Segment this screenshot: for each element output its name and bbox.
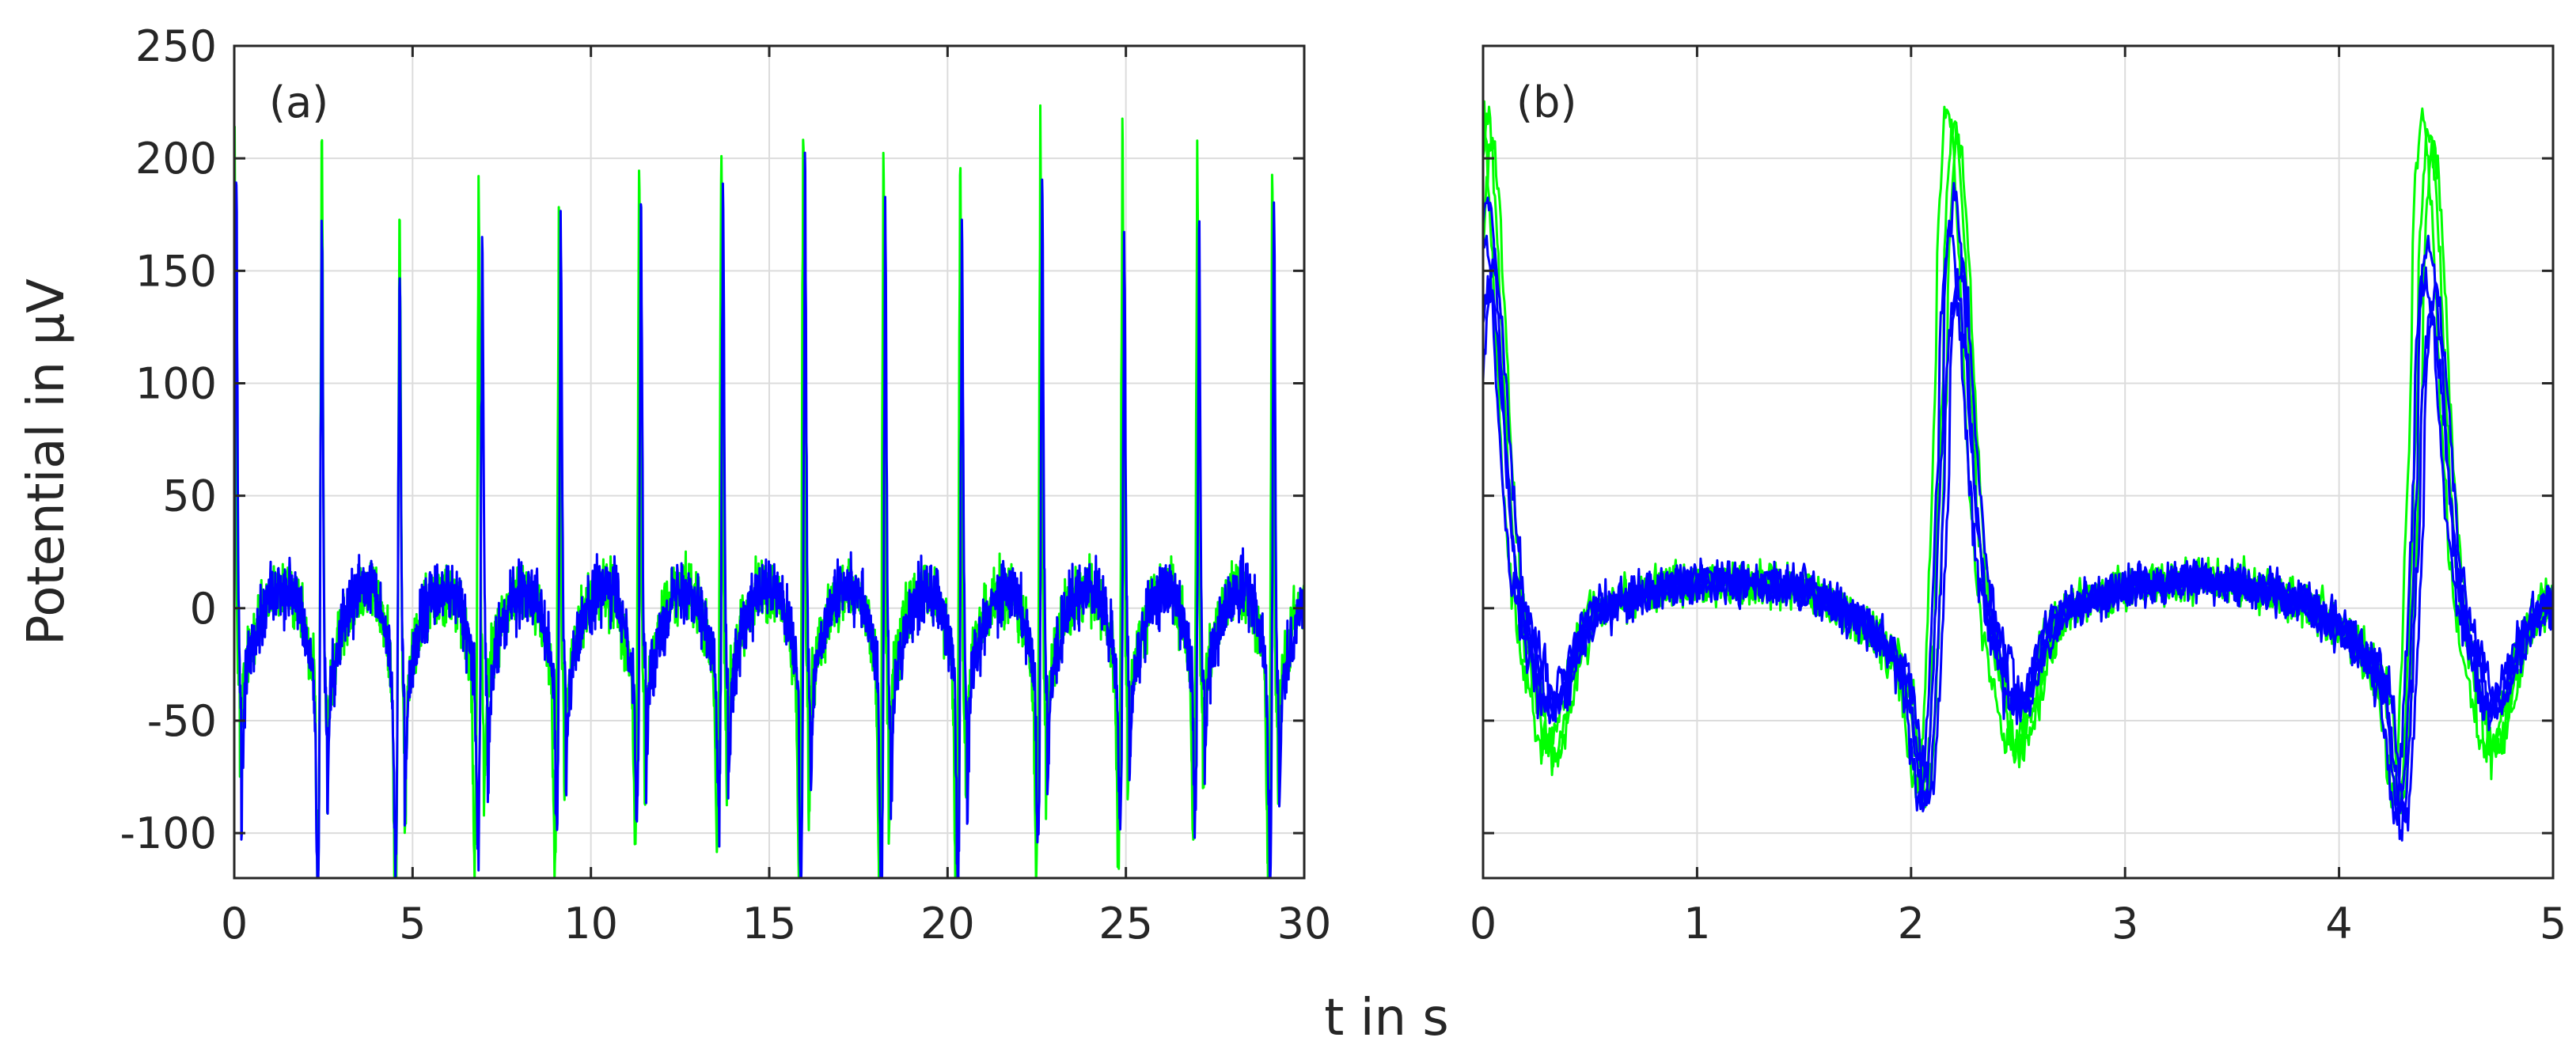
panel-b-label: (b) — [1516, 78, 1576, 127]
x-tick-label: 1 — [1683, 899, 1710, 949]
panel-a-ticks: 0 5 10 15 20 25 30 -100 -50 0 50 100 150 200 250 — [120, 21, 1331, 949]
y-tick-label: 100 — [135, 358, 217, 408]
x-tick-label: 15 — [742, 899, 797, 949]
x-tick-label: 30 — [1277, 899, 1332, 949]
x-tick-label: 0 — [1470, 899, 1497, 949]
panel-b: 0 1 2 3 4 5 (b) — [1470, 44, 2567, 949]
panel-a-label: (a) — [269, 78, 328, 127]
x-tick-label: 20 — [920, 899, 975, 949]
y-tick-label: 50 — [162, 471, 217, 521]
series-line-blue — [234, 151, 1304, 878]
series-line-blue — [1483, 267, 2553, 842]
y-tick-label: 0 — [190, 584, 217, 634]
x-tick-label: 5 — [399, 899, 426, 949]
panel-b-axes-box — [1481, 44, 2555, 880]
x-tick-label: 25 — [1098, 899, 1153, 949]
panel-b-traces — [1483, 100, 2553, 842]
y-axis-label: Potential in μV — [17, 278, 76, 646]
panel-a-traces — [234, 104, 1304, 878]
y-tick-label: 150 — [135, 246, 217, 296]
panel-a: 0 5 10 15 20 25 30 -100 -50 0 50 100 150 200 250 (a) — [120, 21, 1331, 949]
x-tick-label: 5 — [2540, 899, 2567, 949]
x-axis-label: t in s — [1324, 989, 1448, 1047]
y-tick-label: -50 — [147, 696, 217, 746]
x-tick-label: 3 — [2111, 899, 2138, 949]
x-tick-label: 0 — [221, 899, 248, 949]
y-tick-label: 250 — [135, 21, 217, 71]
x-tick-label: 4 — [2325, 899, 2352, 949]
y-tick-label: 200 — [135, 134, 217, 184]
x-tick-label: 10 — [563, 899, 618, 949]
y-tick-label: -100 — [120, 808, 217, 858]
x-tick-label: 2 — [1898, 899, 1925, 949]
panel-b-ticks: 0 1 2 3 4 5 — [1470, 44, 2567, 949]
